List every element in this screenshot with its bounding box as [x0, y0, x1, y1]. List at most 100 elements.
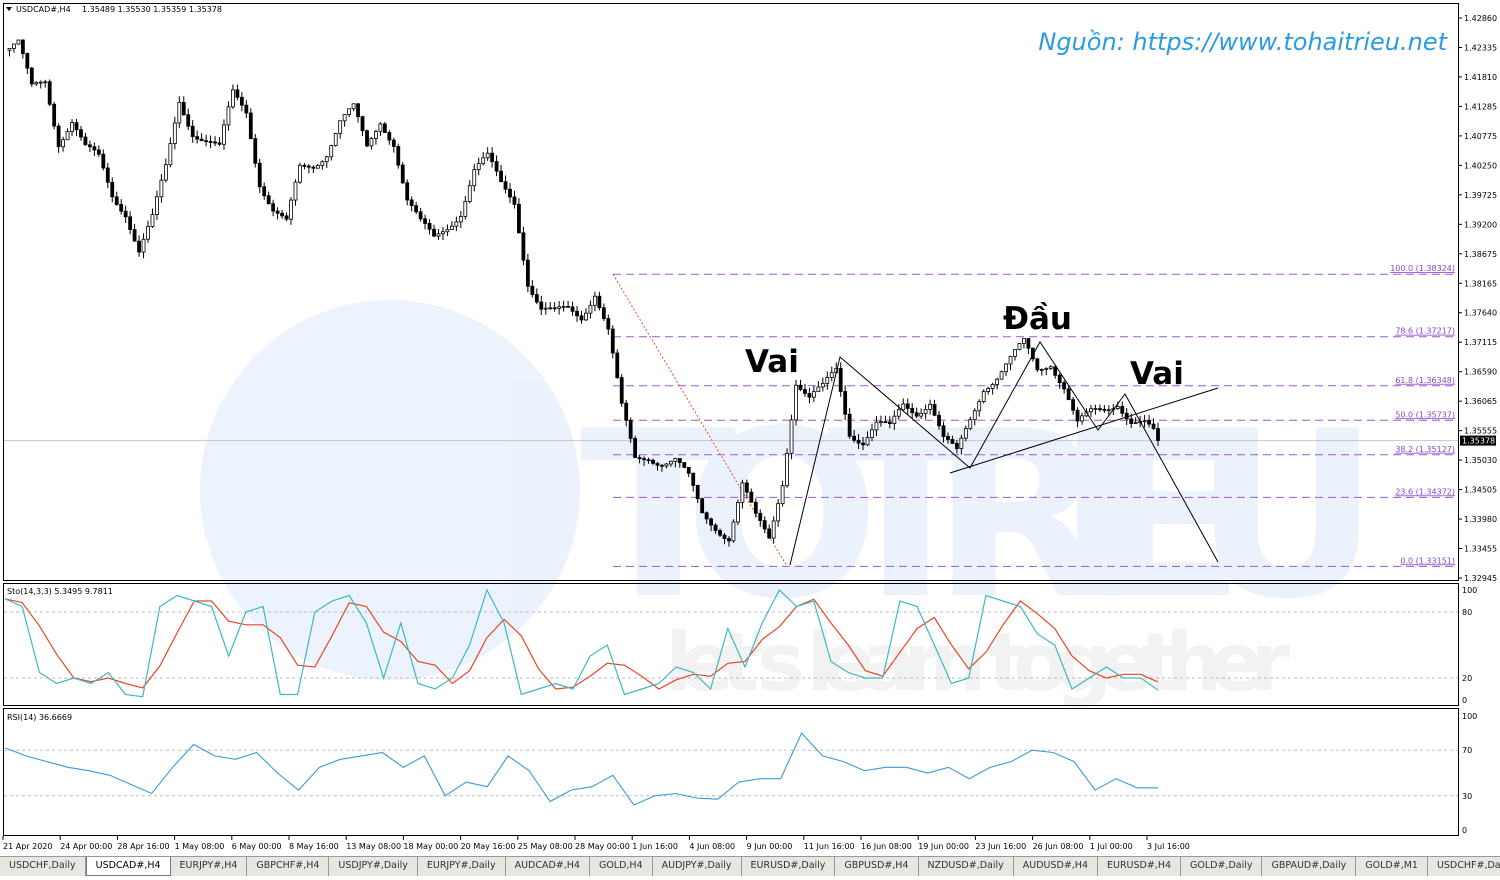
candle: [963, 428, 968, 439]
candle: [320, 161, 325, 166]
candle: [445, 229, 450, 233]
fib-trend-line[interactable]: [612, 273, 788, 567]
candle: [798, 384, 803, 390]
candle: [83, 136, 88, 146]
candle: [829, 372, 834, 378]
candle: [315, 165, 320, 169]
candle: [128, 216, 133, 230]
candle: [780, 485, 785, 505]
candle: [418, 211, 423, 220]
candle: [566, 305, 570, 308]
head-label: Đầu: [1003, 301, 1072, 337]
chart-tab[interactable]: EURJPY#,Daily: [418, 857, 506, 876]
chart-tab[interactable]: AUDUSD#,H4: [1014, 857, 1098, 876]
candle: [369, 138, 374, 147]
rsi-plot: [4, 732, 1458, 806]
candle: [52, 103, 57, 127]
candle: [423, 218, 427, 224]
chart-tab[interactable]: GOLD#,Daily: [1181, 857, 1263, 876]
time-tick-label: 1 Jun 16:00: [632, 842, 678, 851]
chart-tab[interactable]: GOLD#,M1: [1356, 857, 1428, 876]
candle: [794, 384, 798, 421]
candle: [338, 120, 343, 134]
chart-tab[interactable]: GBPAUD#,Daily: [1262, 857, 1357, 876]
candle: [646, 459, 651, 462]
chart-tab[interactable]: GBPUSD#,H4: [835, 857, 919, 876]
fib-level-label: 100.0 (1.38324): [1390, 264, 1455, 273]
price-tick-label: 1.32945: [1464, 574, 1497, 583]
candle: [449, 225, 454, 230]
candle: [280, 212, 284, 217]
candle: [391, 139, 396, 147]
chart-tab[interactable]: EURJPY#,H4: [171, 857, 248, 876]
chart-tab[interactable]: GBPCHF#,H4: [247, 857, 330, 876]
chart-tab[interactable]: AUDJPY#,Daily: [653, 857, 742, 876]
candle: [713, 524, 718, 532]
candle: [311, 166, 316, 169]
candle: [682, 462, 687, 468]
candle: [74, 122, 79, 131]
candle: [378, 123, 383, 132]
candle: [668, 460, 673, 465]
candle: [950, 439, 955, 444]
candle: [753, 501, 758, 514]
candle: [342, 114, 347, 122]
candle: [771, 520, 776, 539]
candle: [1151, 423, 1156, 430]
candle: [333, 133, 338, 147]
chart-tab[interactable]: EURUSD#,H4: [1098, 857, 1182, 876]
neckline[interactable]: [949, 387, 1219, 474]
chart-tab[interactable]: EURUSD#,Daily: [742, 857, 836, 876]
candle: [883, 421, 888, 424]
candle: [186, 114, 191, 127]
candle: [923, 409, 928, 414]
candle: [575, 310, 579, 317]
candle: [941, 425, 946, 437]
candle: [901, 403, 906, 411]
candle: [1022, 338, 1026, 344]
time-tick-label: 1 May 08:00: [175, 842, 225, 851]
chart-tab[interactable]: USDCAD#,H4: [85, 857, 171, 876]
candle: [1013, 348, 1017, 357]
candle: [615, 352, 620, 378]
candle: [1102, 408, 1107, 411]
candle: [954, 443, 959, 449]
candle: [168, 143, 173, 166]
head-shoulders-zigzag[interactable]: [789, 341, 1219, 566]
candle: [937, 414, 941, 427]
time-tick-label: 1 Jul 00:00: [1090, 842, 1133, 851]
candle: [387, 132, 392, 141]
chart-tab[interactable]: USDJPY#,Daily: [329, 857, 418, 876]
candle: [539, 301, 544, 310]
candle: [825, 377, 830, 384]
chart-tab[interactable]: USDCHF#,Daily: [1428, 857, 1500, 876]
candle: [1017, 342, 1022, 350]
candle: [262, 186, 267, 197]
collapse-triangle-icon[interactable]: [6, 7, 12, 11]
candle: [47, 81, 52, 105]
candle: [29, 67, 34, 85]
candle: [65, 131, 70, 141]
candle: [946, 436, 950, 440]
current-price-badge: [1460, 435, 1496, 446]
chart-tab[interactable]: AUDCAD#,H4: [506, 857, 590, 876]
candle: [1062, 382, 1067, 390]
chart-tabs: USDCHF,Daily USDCAD#,H4 EURJPY#,H4 GBPCHF#,…: [0, 856, 1500, 876]
candle: [7, 48, 12, 51]
candle: [990, 383, 995, 389]
price-tick-label: 1.40250: [1464, 161, 1497, 170]
candle: [472, 169, 477, 187]
candle: [213, 141, 217, 144]
candle: [436, 233, 441, 237]
main-panel: [3, 3, 1459, 581]
candle: [820, 383, 825, 388]
chart-area[interactable]: TOTRIEU let's learn together 100.0 (1.38…: [0, 0, 1500, 856]
chart-tab[interactable]: NZDUSD#,Daily: [919, 857, 1014, 876]
chart-tab[interactable]: USDCHF,Daily: [0, 857, 86, 876]
indicator-tick-label: 0: [1462, 826, 1467, 835]
candle: [298, 164, 302, 183]
candle: [700, 498, 705, 514]
time-tick-label: 23 Jun 16:00: [975, 842, 1026, 851]
price-tick-label: 1.41285: [1464, 102, 1497, 111]
chart-tab[interactable]: GOLD,H4: [590, 857, 653, 876]
